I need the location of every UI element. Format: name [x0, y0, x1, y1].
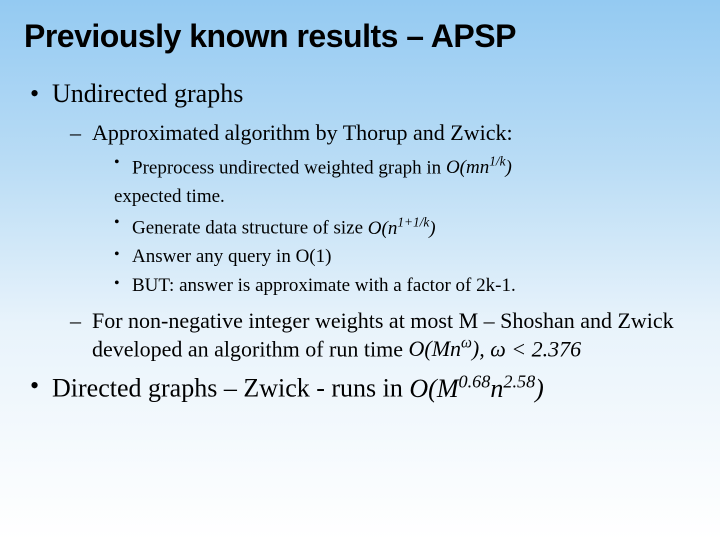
n: n	[490, 374, 503, 403]
bullet-undirected: Undirected graphs	[52, 79, 696, 109]
lp: O(	[409, 374, 436, 403]
formula-ds: O(n1+1/k)	[368, 218, 436, 239]
n: n	[388, 218, 398, 239]
exp1: 0.68	[459, 371, 491, 391]
omega-bound: , ω < 2.376	[479, 336, 581, 361]
lp: O(	[368, 218, 388, 239]
formula-sz: O(Mnω)	[408, 336, 479, 361]
bullet-query: Answer any query in O(1)	[132, 245, 696, 270]
formula-preprocess: O(mn1/k)	[446, 157, 512, 178]
rp: )	[535, 374, 544, 403]
bullet-shoshan-zwick: For non-negative integer weights at most…	[92, 307, 696, 363]
bullet-datastructure: Generate data structure of size O(n1+1/k…	[132, 213, 696, 241]
exp: 1+1/k	[397, 214, 429, 229]
text-directed: Directed graphs – Zwick - runs in	[52, 374, 409, 403]
bullet-approx: BUT: answer is approximate with a factor…	[132, 274, 696, 299]
bullet-thorup-zwick: Approximated algorithm by Thorup and Zwi…	[92, 119, 696, 147]
M: M	[437, 374, 459, 403]
bullet-preprocess: Preprocess undirected weighted graph in …	[132, 153, 696, 181]
text-preprocess: Preprocess undirected weighted graph in	[132, 157, 446, 178]
slide-title: Previously known results – APSP	[24, 18, 696, 55]
Mn: Mn	[432, 336, 461, 361]
formula-directed: O(M0.68n2.58)	[409, 374, 543, 403]
exp: 1/k	[489, 154, 505, 169]
text-ds: Generate data structure of size	[132, 218, 368, 239]
lp: O(	[446, 157, 466, 178]
exp: ω	[461, 335, 472, 352]
bullet-directed: Directed graphs – Zwick - runs in O(M0.6…	[52, 371, 696, 404]
bullet-preprocess-cont: expected time.	[114, 185, 696, 210]
exp2: 2.58	[503, 371, 535, 391]
lp: O(	[408, 336, 431, 361]
slide-container: Previously known results – APSP Undirect…	[0, 0, 720, 434]
rp: )	[429, 218, 435, 239]
rp: )	[505, 157, 511, 178]
mn: mn	[466, 157, 489, 178]
text-sz: For non-negative integer weights at most…	[92, 308, 674, 362]
